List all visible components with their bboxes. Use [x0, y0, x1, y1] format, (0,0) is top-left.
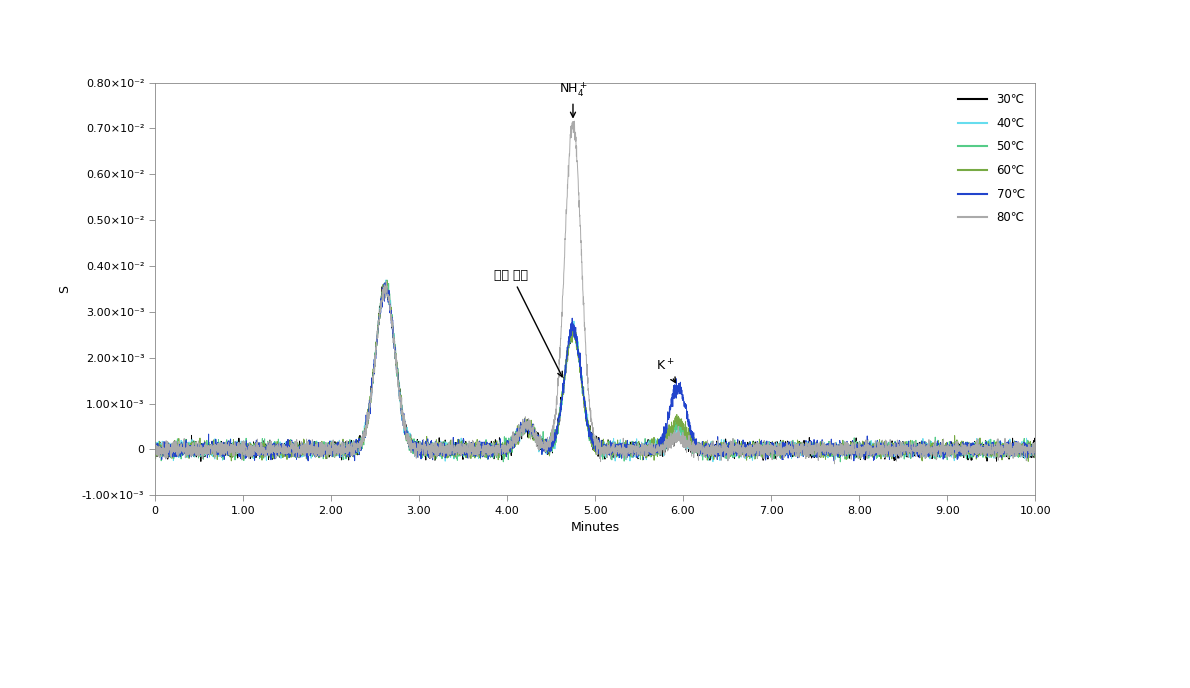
Text: K$^+$: K$^+$: [656, 358, 676, 383]
Text: NH$_4^+$: NH$_4^+$: [559, 80, 587, 117]
Legend: 30℃, 40℃, 50℃, 60℃, 70℃, 80℃: 30℃, 40℃, 50℃, 60℃, 70℃, 80℃: [953, 89, 1029, 229]
Text: 온도 증가: 온도 증가: [494, 269, 562, 377]
Y-axis label: S: S: [57, 285, 70, 293]
X-axis label: Minutes: Minutes: [570, 522, 620, 535]
